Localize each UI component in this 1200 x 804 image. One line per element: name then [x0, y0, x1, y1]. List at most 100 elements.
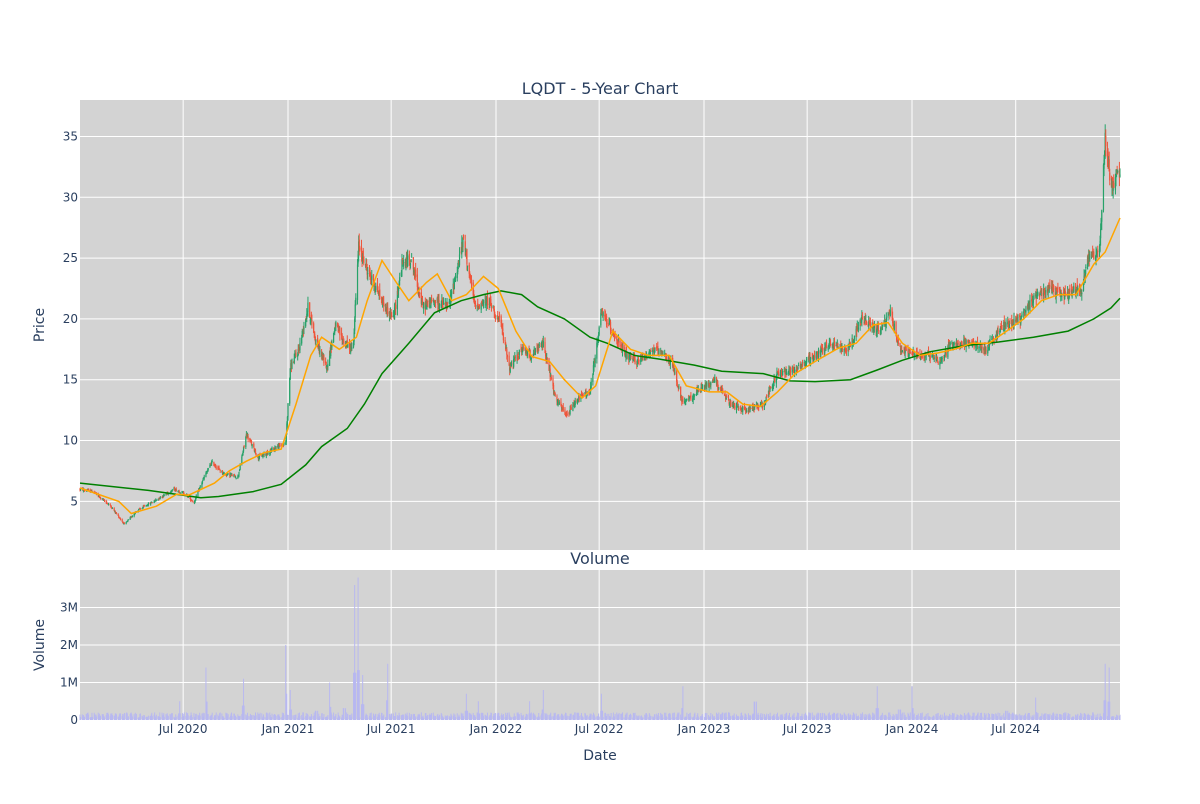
candle-body — [221, 470, 224, 474]
volume-bar — [864, 717, 866, 720]
volume-bar — [538, 713, 540, 720]
candle-body — [892, 317, 894, 323]
volume-bar — [757, 712, 759, 720]
volume-bar — [466, 710, 468, 720]
volume-bar — [173, 716, 175, 720]
candle-body — [107, 503, 109, 505]
candle-body — [251, 444, 253, 447]
candle-body — [943, 356, 946, 358]
candle-body — [238, 469, 241, 472]
candle-body — [278, 444, 280, 449]
x-tick-label: Jan 2023 — [677, 722, 731, 736]
candle-body — [1100, 218, 1102, 228]
volume-bar — [190, 715, 192, 720]
volume-bar — [604, 713, 606, 720]
volume-bar — [514, 716, 516, 720]
volume-bar — [213, 715, 215, 720]
volume-bar — [441, 716, 443, 720]
candle-body — [150, 502, 152, 505]
volume-bar — [818, 713, 820, 720]
volume-bar — [510, 717, 512, 720]
volume-bar — [872, 712, 874, 720]
candle-body — [1064, 292, 1066, 299]
candle-body — [676, 371, 678, 382]
volume-bar — [903, 712, 905, 720]
volume-bar — [1011, 712, 1013, 720]
volume-bar — [455, 717, 457, 720]
volume-bar — [214, 716, 216, 720]
volume-bar — [637, 716, 639, 720]
candle-body — [110, 505, 112, 507]
volume-bar — [111, 713, 113, 720]
volume-bar — [859, 717, 861, 720]
volume-bar — [1008, 714, 1010, 720]
volume-bar — [225, 712, 227, 720]
volume-bar — [79, 714, 81, 720]
candle-body — [119, 517, 121, 519]
candle-body — [760, 401, 763, 405]
volume-bar — [237, 714, 239, 720]
volume-bar — [178, 713, 180, 720]
volume-bar — [1104, 700, 1106, 720]
candle-body — [1000, 327, 1002, 328]
candle-body — [409, 261, 411, 264]
volume-bar — [90, 717, 92, 720]
candle-body — [881, 324, 883, 330]
candle-body — [126, 520, 128, 522]
candle-body — [1069, 288, 1071, 293]
candle-body — [604, 314, 607, 319]
volume-bar — [516, 712, 518, 720]
volume-bar — [811, 712, 813, 720]
volume-bar — [126, 712, 128, 720]
volume-bar — [578, 713, 580, 720]
volume-bar — [341, 714, 343, 720]
volume-bar — [533, 712, 535, 720]
volume-bar — [493, 713, 495, 720]
volume-bar — [123, 712, 125, 720]
candle-body — [287, 403, 289, 418]
candle-body — [474, 300, 476, 304]
candle-body — [181, 491, 183, 493]
candle-body — [321, 351, 323, 356]
candle-body — [526, 350, 528, 356]
candle-body — [801, 364, 803, 366]
candle-body — [213, 461, 215, 466]
volume-bar — [972, 712, 974, 720]
candle-body — [1036, 295, 1038, 298]
volume-bar — [621, 713, 623, 720]
volume-bar — [175, 716, 177, 720]
volume-bar — [525, 713, 527, 720]
candle-body — [368, 269, 371, 272]
candle-body — [959, 344, 961, 346]
volume-bar — [430, 714, 432, 720]
candle-body — [1043, 288, 1045, 297]
candle-body — [762, 405, 764, 407]
volume-bar — [1061, 714, 1063, 720]
candle-body — [956, 341, 958, 346]
volume-bar — [1109, 701, 1111, 720]
volume-bar — [367, 717, 369, 720]
volume-bar — [485, 715, 487, 720]
candle-body — [358, 239, 360, 250]
volume-bar — [673, 712, 675, 720]
volume-bar — [754, 701, 756, 720]
volume-bar — [573, 714, 575, 720]
candle-body — [549, 368, 551, 377]
candle-body — [899, 342, 901, 346]
volume-bar — [397, 716, 399, 720]
candle-body — [758, 407, 760, 408]
x-axis-title: Date — [583, 748, 616, 764]
candle-body — [622, 345, 624, 349]
volume-bar — [452, 715, 454, 720]
volume-bar — [1063, 716, 1065, 720]
volume-bar — [885, 714, 887, 720]
volume-bar — [153, 714, 155, 720]
volume-bar — [971, 715, 973, 720]
volume-bar — [713, 715, 715, 720]
volume-bar — [770, 716, 772, 720]
volume-bar — [816, 713, 818, 720]
candle-body — [171, 490, 173, 492]
volume-bar — [473, 715, 475, 720]
candle-body — [351, 347, 353, 350]
candle-body — [598, 327, 600, 335]
